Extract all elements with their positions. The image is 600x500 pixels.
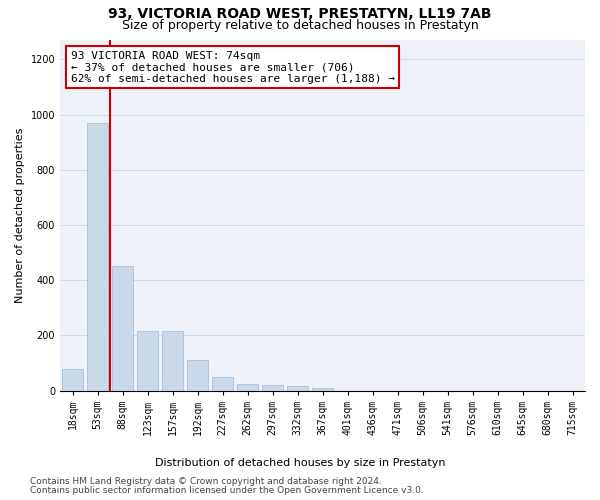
Bar xyxy=(287,386,308,390)
Bar xyxy=(212,378,233,390)
Bar xyxy=(162,332,183,390)
Bar xyxy=(237,384,258,390)
Text: 93, VICTORIA ROAD WEST, PRESTATYN, LL19 7AB: 93, VICTORIA ROAD WEST, PRESTATYN, LL19 … xyxy=(108,8,492,22)
Text: Distribution of detached houses by size in Prestatyn: Distribution of detached houses by size … xyxy=(155,458,445,468)
Bar xyxy=(62,368,83,390)
Bar xyxy=(187,360,208,390)
Text: 93 VICTORIA ROAD WEST: 74sqm
← 37% of detached houses are smaller (706)
62% of s: 93 VICTORIA ROAD WEST: 74sqm ← 37% of de… xyxy=(71,50,395,84)
Text: Contains public sector information licensed under the Open Government Licence v3: Contains public sector information licen… xyxy=(30,486,424,495)
Bar xyxy=(87,123,108,390)
Text: Size of property relative to detached houses in Prestatyn: Size of property relative to detached ho… xyxy=(122,19,478,32)
Bar xyxy=(262,385,283,390)
Bar xyxy=(112,266,133,390)
Text: Contains HM Land Registry data © Crown copyright and database right 2024.: Contains HM Land Registry data © Crown c… xyxy=(30,477,382,486)
Bar xyxy=(137,332,158,390)
Y-axis label: Number of detached properties: Number of detached properties xyxy=(15,128,25,303)
Bar xyxy=(312,388,333,390)
